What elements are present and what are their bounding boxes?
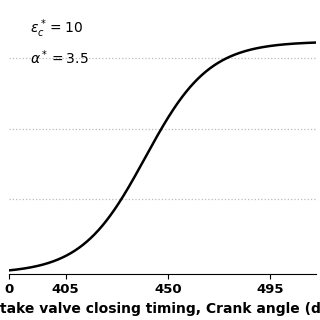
X-axis label: Intake valve closing timing, Crank angle (deg: Intake valve closing timing, Crank angle…: [0, 302, 320, 316]
Text: $\varepsilon_c^* = 10$
$\alpha^* = 3.5$: $\varepsilon_c^* = 10$ $\alpha^* = 3.5$: [30, 18, 89, 67]
